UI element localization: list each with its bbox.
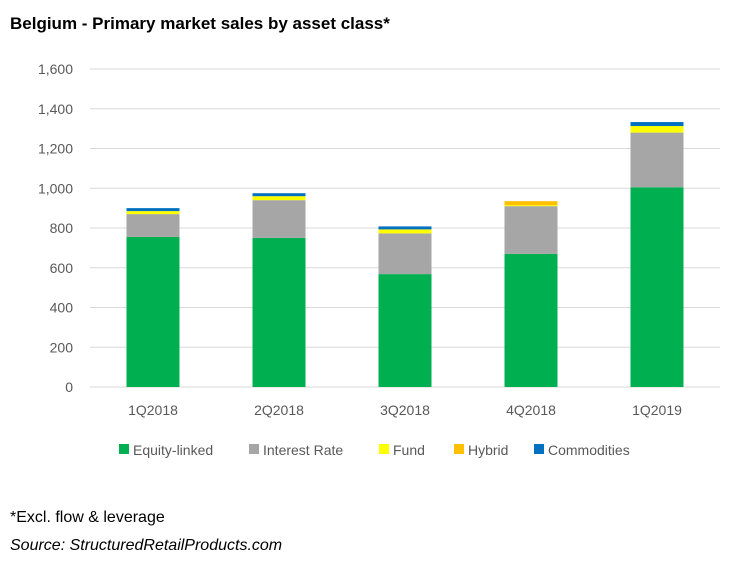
bar-segment-hybrid	[504, 201, 558, 206]
bar-segment-interest-rate	[378, 233, 432, 275]
bars	[126, 122, 684, 387]
x-tick-label: 2Q2018	[254, 402, 304, 418]
bar-segment-commodities	[630, 122, 684, 127]
legend-swatch	[534, 444, 544, 454]
bar-segment-equity-linked	[630, 187, 684, 387]
x-tick-label: 3Q2018	[380, 402, 430, 418]
legend-swatch	[249, 444, 259, 454]
bar-segment-commodities	[126, 208, 180, 212]
bar-segment-interest-rate	[126, 214, 180, 237]
bar-segment-fund	[630, 126, 684, 133]
chart-title: Belgium - Primary market sales by asset …	[10, 14, 390, 33]
stacked-bar-chart: 0 200 400 600 800 1,000 1,200 1,400 1,600 1Q2018…	[38, 61, 720, 458]
legend-swatch	[454, 444, 464, 454]
footnote: *Excl. flow & leverage	[10, 509, 165, 526]
bar-segment-equity-linked	[252, 237, 306, 387]
y-tick-label: 200	[50, 339, 74, 355]
legend-swatch	[379, 444, 389, 454]
bar-segment-equity-linked	[504, 253, 558, 387]
y-tick-label: 1,400	[38, 101, 73, 117]
bar-segment-commodities	[378, 226, 432, 230]
bar-segment-fund	[378, 229, 432, 234]
y-tick-label: 400	[50, 300, 74, 316]
bar-segment-equity-linked	[378, 274, 432, 387]
bar-segment-interest-rate	[504, 206, 558, 254]
y-tick-label: 800	[50, 220, 74, 236]
legend-label: Equity-linked	[133, 442, 213, 458]
bar-segment-fund	[252, 196, 306, 201]
bar-segment-fund	[504, 205, 558, 207]
y-tick-label: 1,200	[38, 141, 73, 157]
bar-segment-commodities	[252, 193, 306, 197]
legend-label: Interest Rate	[263, 442, 343, 458]
bar-segment-equity-linked	[126, 236, 180, 387]
y-tick-label: 0	[65, 379, 73, 395]
legend: Equity-linked Interest Rate Fund Hybrid Comm…	[119, 442, 630, 458]
source-note: Source: StructuredRetailProducts.com	[10, 537, 283, 554]
x-axis-ticks: 1Q2018 2Q2018 3Q2018 4Q2018 1Q2019	[128, 402, 682, 418]
bar-segment-interest-rate	[630, 132, 684, 188]
y-tick-label: 1,000	[38, 180, 73, 196]
bar-segment-fund	[126, 211, 180, 215]
y-tick-label: 600	[50, 260, 74, 276]
x-tick-label: 4Q2018	[506, 402, 556, 418]
x-tick-label: 1Q2019	[632, 402, 682, 418]
legend-label: Commodities	[548, 442, 630, 458]
legend-label: Fund	[393, 442, 425, 458]
y-axis-ticks: 0 200 400 600 800 1,000 1,200 1,400 1,600	[38, 61, 73, 395]
bar-segment-interest-rate	[252, 200, 306, 238]
y-tick-label: 1,600	[38, 61, 73, 77]
x-tick-label: 1Q2018	[128, 402, 178, 418]
legend-label: Hybrid	[468, 442, 508, 458]
legend-swatch	[119, 444, 129, 454]
